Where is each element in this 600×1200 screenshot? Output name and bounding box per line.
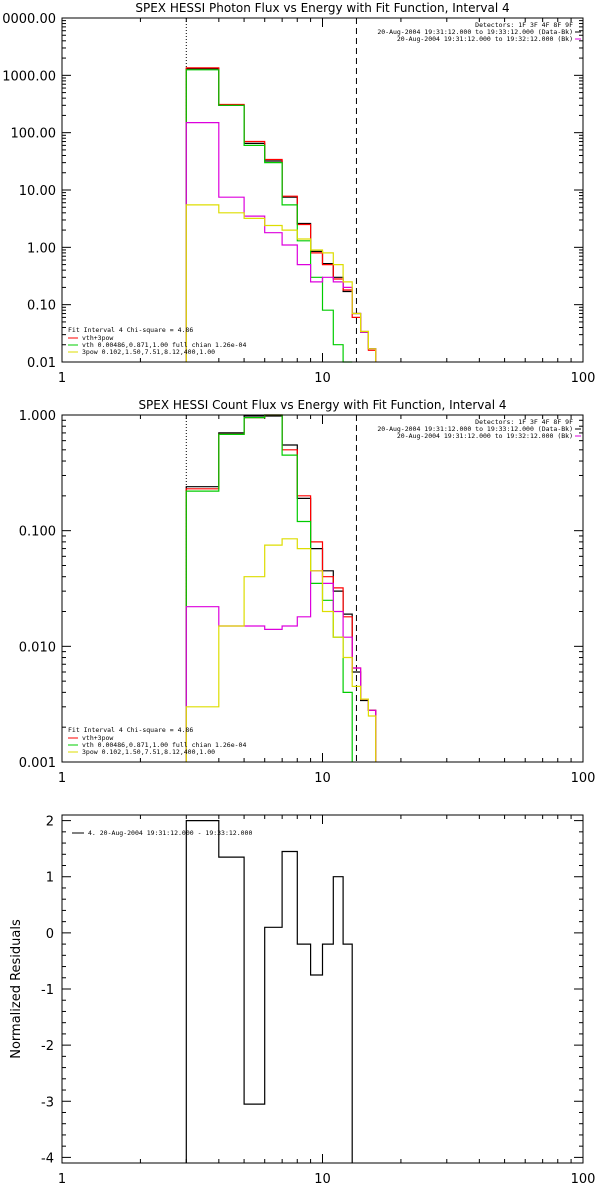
series-line (185, 820, 353, 1163)
header-line: 20-Aug-2004 19:31:12.000 to 19:32:12.000… (397, 35, 573, 43)
y-tick-label: 0.100 (19, 525, 56, 540)
y-axis-label: Normalized Residuals (9, 919, 24, 1059)
y-tick-label: 1 (46, 871, 54, 886)
x-tick-label: 10 (314, 371, 331, 386)
y-tick-label: -4 (41, 1151, 54, 1166)
legend-entry: vth 0.00486,0.871,1.00 full chian 1.26e-… (82, 741, 246, 749)
y-tick-label: 1.00 (27, 241, 56, 256)
series-line (185, 538, 377, 762)
header-line: Detectors: 1F 3F 4F 8F 9F (475, 418, 573, 426)
legend-entry: 3pow 0.102,1.50,7.51,8.12,400,1.00 (82, 748, 215, 756)
y-tick-label: 0.10 (27, 299, 56, 314)
series-line (185, 67, 377, 362)
series-line (185, 414, 353, 762)
chart-title: SPEX HESSI Count Flux vs Energy with Fit… (138, 398, 506, 412)
y-tick-label: -1 (41, 983, 54, 998)
legend-entry: vth+3pow (82, 334, 113, 342)
x-tick-label: 10 (314, 1172, 331, 1187)
x-tick-label: 1 (58, 771, 66, 786)
y-tick-label: 0.01 (27, 356, 56, 371)
y-tick-label: 0 (46, 927, 54, 942)
series-line (185, 69, 353, 363)
series-line (185, 204, 377, 362)
header-line: 20-Aug-2004 19:31:12.000 to 19:32:12.000… (397, 432, 573, 440)
y-tick-label: 0000.00 (2, 12, 56, 27)
y-tick-label: 100.00 (11, 127, 57, 142)
series-line (185, 122, 377, 362)
header-line: 20-Aug-2004 19:31:12.000 to 19:33:12.000… (377, 425, 573, 433)
x-tick-label: 1 (58, 371, 66, 386)
y-tick-label: 1000.00 (2, 69, 56, 84)
plot-frame (61, 17, 584, 363)
legend-entry: vth 0.00486,0.871,1.00 full chian 1.26e-… (82, 341, 246, 349)
series-line (185, 414, 377, 762)
y-tick-label: -3 (41, 1095, 54, 1110)
legend-entry: 4. 20-Aug-2004 19:31:12.000 - 19:33:12.0… (88, 829, 252, 837)
x-tick-label: 100 (571, 371, 596, 386)
legend-entry: vth+3pow (82, 734, 113, 742)
x-tick-label: 100 (571, 1172, 596, 1187)
legend-title: Fit Interval 4 Chi-square = 4.86 (68, 326, 193, 334)
legend-entry: 3pow 0.102,1.50,7.51,8.12,400,1.00 (82, 348, 215, 356)
x-tick-label: 100 (571, 771, 596, 786)
chart-title: SPEX HESSI Photon Flux vs Energy with Fi… (135, 1, 509, 15)
series-line (185, 68, 377, 362)
header-line: 20-Aug-2004 19:31:12.000 to 19:33:12.000… (377, 28, 573, 36)
y-tick-label: 0.010 (19, 640, 56, 655)
y-tick-label: 1.000 (19, 409, 56, 424)
header-line: Detectors: 1F 3F 4F 8F 9F (475, 21, 573, 29)
legend-title: Fit Interval 4 Chi-square = 4.86 (68, 726, 193, 734)
plot-frame (61, 414, 584, 763)
y-tick-label: 10.00 (19, 184, 56, 199)
y-tick-label: 2 (46, 815, 54, 830)
series-line (185, 415, 377, 762)
series-line (185, 570, 377, 762)
x-tick-label: 1 (58, 1172, 66, 1187)
x-tick-label: 10 (314, 771, 331, 786)
plot-frame (61, 814, 584, 1164)
y-tick-label: 0.001 (19, 756, 56, 771)
y-tick-label: -2 (41, 1039, 54, 1054)
